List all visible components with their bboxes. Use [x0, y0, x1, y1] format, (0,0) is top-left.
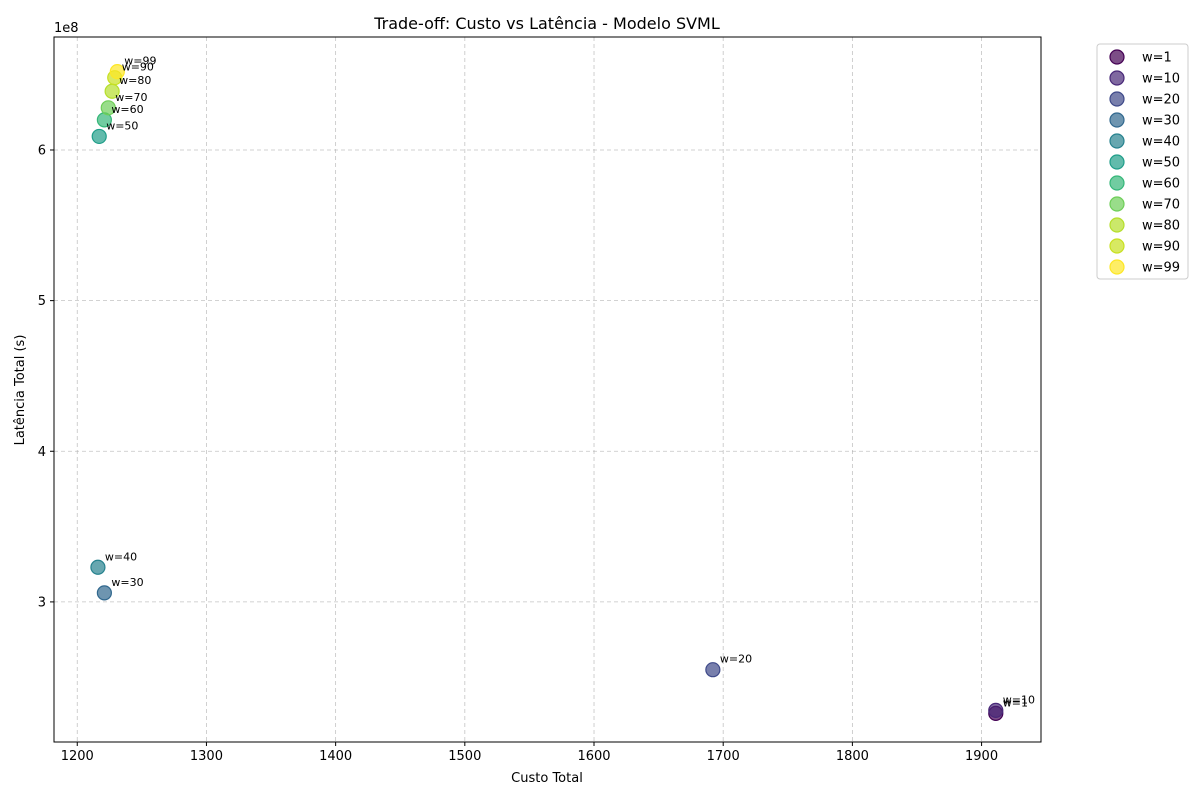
legend-label: w=30: [1142, 114, 1180, 129]
legend-label: w=70: [1142, 198, 1180, 213]
x-tick-label: 1500: [448, 749, 481, 764]
legend-marker: [1109, 217, 1125, 233]
legend-marker: [1109, 49, 1125, 65]
data-point-w-50: [91, 128, 107, 145]
tick-layer: 1200 1300 1400 1500 1600 1700 1800 1900 3 4 5 6: [38, 143, 998, 764]
y-tick-label: 6: [38, 143, 46, 158]
point-label: w=10: [1003, 693, 1035, 706]
point-label: w=70: [115, 91, 147, 104]
legend-marker: [1109, 238, 1125, 254]
point-label: w=30: [111, 576, 143, 589]
legend-label: w=40: [1142, 135, 1180, 150]
point-label: w=50: [106, 119, 138, 132]
point-label: w=90: [122, 61, 154, 74]
x-tick-label: 1800: [836, 749, 869, 764]
point-label: w=1: [1003, 696, 1028, 709]
x-tick-label: 1600: [577, 749, 610, 764]
legend-label: w=90: [1142, 240, 1180, 255]
legend-marker: [1109, 259, 1125, 275]
legend-label: w=50: [1142, 156, 1180, 171]
legend-marker: [1109, 70, 1125, 86]
data-point-w-70: [100, 100, 116, 116]
y-axis-label: Latência Total (s): [13, 335, 28, 446]
y-tick-label: 3: [38, 595, 46, 610]
legend-marker: [1109, 175, 1125, 191]
legend-label: w=1: [1142, 51, 1172, 66]
point-label: w=20: [720, 653, 752, 666]
legend: w=1 w=10 w=20 w=30 w=40 w=50 w=60 w=70 w=80 w=90 w…: [1096, 43, 1189, 280]
legend-label: w=20: [1142, 93, 1180, 108]
point-label: w=60: [111, 103, 143, 116]
data-point-w-99: [109, 64, 125, 80]
point-label-layer: w=1w=10 w=20 w=30 w=40 w=50 w=60w=70 w=80w=90w…: [105, 55, 1035, 710]
point-label: w=99: [124, 55, 156, 68]
legend-marker: [1109, 112, 1125, 128]
data-point-w-40: [90, 559, 106, 575]
point-label: w=80: [119, 74, 151, 87]
x-tick-label: 1200: [61, 749, 94, 764]
plot-frame: [53, 36, 1042, 743]
point-label: w=40: [105, 550, 137, 563]
x-tick-label: 1300: [190, 749, 223, 764]
data-point-w-20: [705, 662, 721, 678]
legend-label: w=80: [1142, 219, 1180, 234]
legend-label: w=60: [1142, 177, 1180, 192]
legend-marker: [1109, 91, 1125, 107]
legend-label: w=99: [1142, 261, 1180, 276]
data-point-w-10: [988, 702, 1004, 718]
y-offset-label: 1e8: [54, 21, 79, 36]
x-tick-label: 1900: [965, 749, 998, 764]
y-tick-label: 5: [38, 294, 46, 309]
y-tick-label: 4: [38, 445, 46, 460]
legend-marker: [1109, 196, 1125, 212]
legend-label: w=10: [1142, 72, 1180, 87]
x-tick-label: 1700: [707, 749, 740, 764]
x-axis-label: Custo Total: [511, 771, 583, 786]
legend-marker: [1109, 133, 1125, 149]
x-tick-label: 1400: [319, 749, 352, 764]
data-point-w-30: [96, 585, 112, 601]
point-layer: [90, 64, 1004, 721]
chart-title: Trade-off: Custo vs Latência - Modelo SV…: [373, 14, 720, 33]
legend-marker: [1109, 154, 1125, 170]
grid-layer: [54, 37, 1041, 742]
legend-items: w=1 w=10 w=20 w=30 w=40 w=50 w=60 w=70 w=80 w=90 w…: [1109, 49, 1180, 276]
